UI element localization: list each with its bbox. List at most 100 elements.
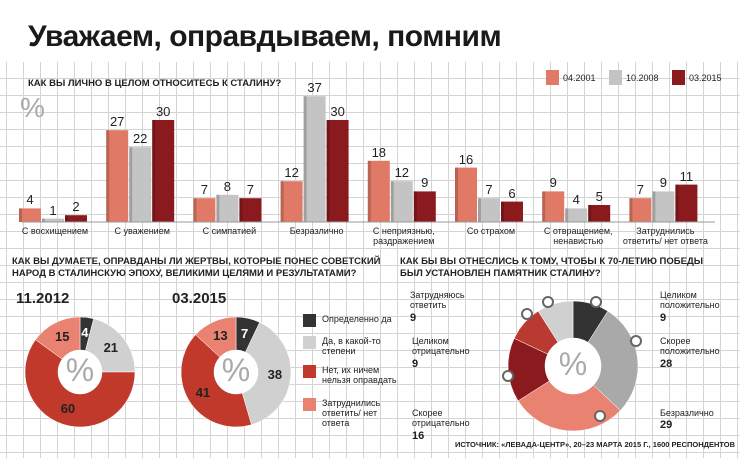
callout-dot-icon xyxy=(594,410,606,422)
bar-10.2008 xyxy=(478,198,500,222)
bar-10.2008 xyxy=(216,194,239,222)
donut-legend-label: Определенно да xyxy=(322,314,392,324)
bar-chart-title: КАК ВЫ ЛИЧНО В ЦЕЛОМ ОТНОСИТЕСЬ К СТАЛИН… xyxy=(28,78,282,89)
legend-swatch-04.2001 xyxy=(546,70,559,85)
bar-04.2001 xyxy=(367,160,390,222)
bar-04.2001 xyxy=(542,191,565,222)
bar-side-shade xyxy=(303,96,307,222)
percent-sign: % xyxy=(65,352,95,388)
bar-side-shade xyxy=(455,167,458,222)
donut-legend-label: Затруднились ответить/ нет ответа xyxy=(322,398,381,428)
bar-value-label: 30 xyxy=(155,104,171,119)
bar-category-label: С отвращением, ненавистью xyxy=(543,226,613,246)
callout-dot-icon xyxy=(590,296,602,308)
monument-label: Безразлично xyxy=(660,408,714,418)
bar-category-label: Со страхом xyxy=(466,226,516,236)
bar-side-shade xyxy=(19,208,22,222)
bar-value-label: 16 xyxy=(458,151,474,167)
bar-value-label: 12 xyxy=(394,165,410,181)
source-note: ИСТОЧНИК: «ЛЕВАДА-ЦЕНТР», 20–23 МАРТА 20… xyxy=(455,440,736,449)
bar-value-label: 4 xyxy=(572,192,580,208)
bar-side-shade xyxy=(216,194,220,222)
legend-swatch-10.2008 xyxy=(609,70,622,85)
bar-value-label: 27 xyxy=(109,114,125,130)
legend-swatch xyxy=(303,336,316,349)
bar-side-shade xyxy=(280,181,284,222)
bar-value-label: 2 xyxy=(72,199,80,215)
bar-side-shade xyxy=(501,201,504,222)
bar-side-shade xyxy=(675,184,679,222)
bar-category-label: С симпатией xyxy=(202,226,257,236)
bar-04.2001 xyxy=(280,181,303,222)
percent-label: % xyxy=(20,92,45,123)
donut-legend-label: Нет, их ничем нельзя оправдать xyxy=(322,365,397,385)
bar-side-shade xyxy=(390,181,394,222)
bar-03.2015 xyxy=(152,120,175,222)
bar-value-label: 22 xyxy=(132,131,148,147)
bar-03.2015 xyxy=(588,205,611,222)
bar-category-label: Затруднились ответить/ нет ответа xyxy=(622,226,708,246)
bar-side-shade xyxy=(588,205,592,222)
bar-category-label: Безразлично xyxy=(289,226,344,236)
monument-value: 9 xyxy=(410,312,417,324)
monument-label: Целиком положительно xyxy=(660,290,720,310)
bar-side-shade xyxy=(326,120,330,222)
legend-swatch xyxy=(303,314,316,327)
monument-label: Целиком отрицательно xyxy=(412,336,470,356)
bar-value-label: 11 xyxy=(679,168,694,184)
bar-10.2008 xyxy=(652,191,675,222)
donut-2015-value-label: 38 xyxy=(267,367,283,383)
bar-04.2001 xyxy=(629,198,652,222)
monument-label: Затрудняюсь ответить xyxy=(410,290,465,310)
donut-year-2012: 11.2012 xyxy=(16,290,70,307)
legend-swatch xyxy=(303,398,316,411)
bar-side-shade xyxy=(106,130,110,222)
donut-2015-value-label: 7 xyxy=(240,325,249,341)
donut-2012-value-label: 4 xyxy=(81,325,89,341)
bar-04.2001 xyxy=(193,198,216,222)
bar-side-shade xyxy=(42,218,45,222)
bar-value-label: 7 xyxy=(636,182,644,198)
bar-side-shade xyxy=(129,147,133,222)
donut-2012-value-label: 60 xyxy=(60,401,76,417)
bar-value-label: 18 xyxy=(371,144,387,160)
callout-dot-icon xyxy=(542,296,554,308)
bar-value-label: 30 xyxy=(330,104,345,119)
callout-dot-icon xyxy=(630,335,642,347)
donut-2015-value-label: 41 xyxy=(195,384,211,400)
bar-side-shade xyxy=(652,191,656,222)
bar-side-shade xyxy=(413,191,417,222)
donut-2012-value-label: 21 xyxy=(103,340,119,356)
legend-swatch xyxy=(303,365,316,378)
donut-2012-hole xyxy=(58,350,102,394)
bar-03.2015 xyxy=(501,201,523,222)
bar-04.2001 xyxy=(455,167,477,222)
bar-side-shade xyxy=(65,215,68,222)
bar-side-shade xyxy=(478,198,481,222)
donut-legend-label: Да, в какой-то степени xyxy=(322,336,381,356)
legend-label: 03.2015 xyxy=(689,73,722,83)
monument-value: 28 xyxy=(660,358,673,370)
monument-value: 29 xyxy=(660,419,673,431)
bar-value-label: 9 xyxy=(421,175,429,191)
monument-value: 9 xyxy=(412,358,419,370)
percent-sign: % xyxy=(221,352,251,388)
monument-label: Скорее отрицательно xyxy=(412,408,470,428)
bar-side-shade xyxy=(367,160,371,222)
donut-question-title: КАК ВЫ ДУМАЕТЕ, ОПРАВДАНЫ ЛИ ЖЕРТВЫ, КОТ… xyxy=(12,256,381,279)
bar-value-label: 5 xyxy=(595,189,603,204)
percent-sign: % xyxy=(558,346,588,382)
legend-label: 10.2008 xyxy=(626,73,659,83)
page-title: Уважаем, оправдываем, помним xyxy=(28,20,502,53)
donut-2015-hole xyxy=(214,350,258,394)
bar-04.2001 xyxy=(106,130,129,222)
monument-donut-hole xyxy=(545,338,601,394)
bar-03.2015 xyxy=(65,215,87,222)
bar-10.2008 xyxy=(303,96,326,222)
bar-side-shade xyxy=(542,191,546,222)
donut-2015-value-label: 13 xyxy=(213,328,228,344)
bar-03.2015 xyxy=(239,198,262,222)
bar-value-label: 37 xyxy=(307,80,322,96)
bar-03.2015 xyxy=(326,120,349,222)
